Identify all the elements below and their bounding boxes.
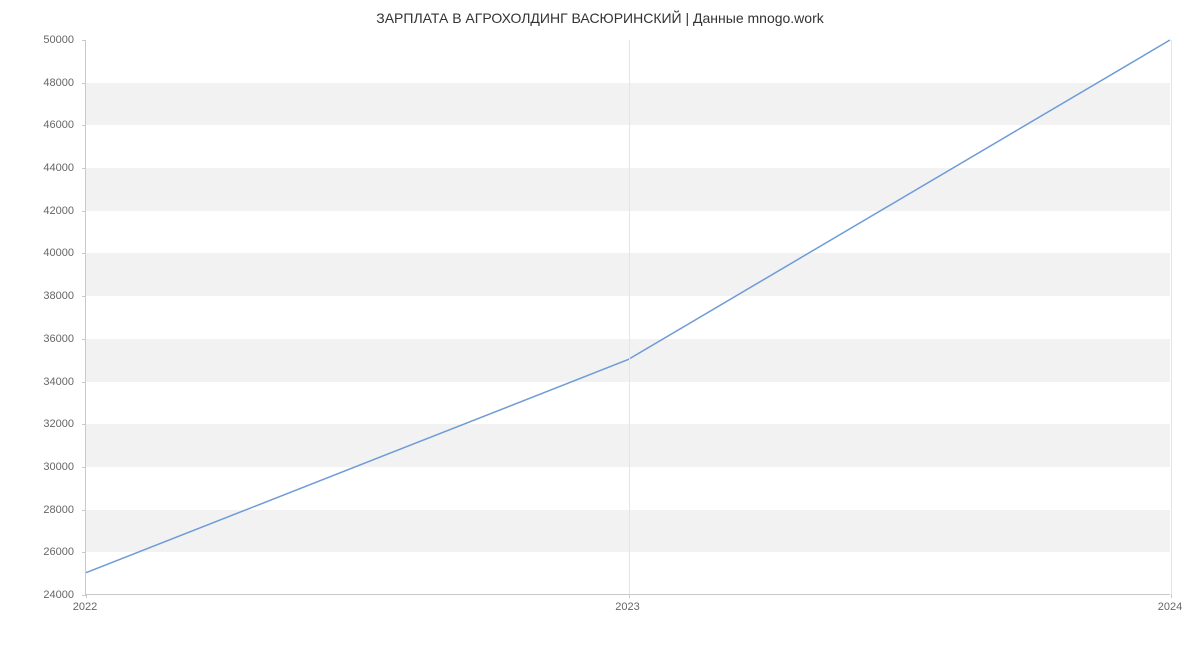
y-tick-label: 50000 [43, 34, 74, 46]
y-tick-mark [82, 168, 86, 169]
y-tick-label: 34000 [43, 376, 74, 388]
y-tick-label: 40000 [43, 247, 74, 259]
x-axis-labels: 202220232024 [85, 597, 1170, 617]
y-tick-mark [82, 339, 86, 340]
y-tick-label: 32000 [43, 418, 74, 430]
x-tick-label: 2023 [615, 601, 639, 613]
y-tick-mark [82, 253, 86, 254]
y-tick-label: 42000 [43, 205, 74, 217]
y-tick-label: 46000 [43, 119, 74, 131]
y-tick-label: 28000 [43, 504, 74, 516]
y-tick-mark [82, 83, 86, 84]
y-tick-label: 26000 [43, 546, 74, 558]
y-tick-mark [82, 211, 86, 212]
y-tick-label: 48000 [43, 77, 74, 89]
y-tick-mark [82, 510, 86, 511]
y-tick-mark [82, 382, 86, 383]
y-tick-label: 38000 [43, 290, 74, 302]
salary-chart: ЗАРПЛАТА В АГРОХОЛДИНГ ВАСЮРИНСКИЙ | Дан… [0, 0, 1200, 650]
y-tick-label: 30000 [43, 461, 74, 473]
y-tick-mark [82, 467, 86, 468]
y-tick-mark [82, 40, 86, 41]
y-tick-mark [82, 424, 86, 425]
y-tick-mark [82, 125, 86, 126]
y-tick-label: 36000 [43, 333, 74, 345]
gridline-vertical [629, 40, 630, 594]
y-tick-mark [82, 552, 86, 553]
chart-title: ЗАРПЛАТА В АГРОХОЛДИНГ ВАСЮРИНСКИЙ | Дан… [0, 10, 1200, 26]
y-tick-label: 24000 [43, 589, 74, 601]
y-tick-label: 44000 [43, 162, 74, 174]
y-axis-labels: 2400026000280003000032000340003600038000… [0, 40, 80, 595]
x-tick-label: 2022 [73, 601, 97, 613]
y-tick-mark [82, 296, 86, 297]
gridline-vertical [1171, 40, 1172, 594]
x-tick-mark [1171, 594, 1172, 598]
plot-area [85, 40, 1170, 595]
x-tick-label: 2024 [1158, 601, 1182, 613]
y-tick-mark [82, 595, 86, 596]
